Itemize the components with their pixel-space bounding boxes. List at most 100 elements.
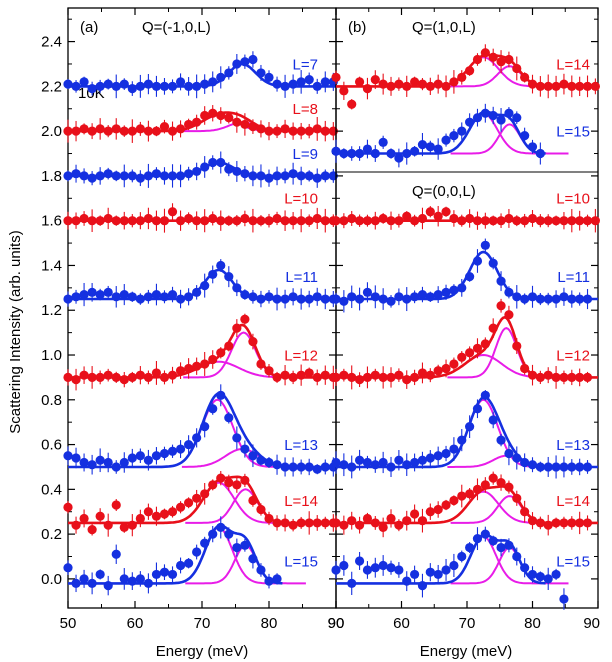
panel-title: Q=(1,0,L) <box>412 19 476 36</box>
data-point <box>224 478 234 488</box>
curve-label: L=9 <box>293 146 318 163</box>
data-point <box>331 565 341 575</box>
data-point <box>449 444 459 454</box>
data-point <box>167 207 178 217</box>
data-point <box>79 77 89 87</box>
curve-label: L=12 <box>284 347 318 364</box>
fit-line <box>68 391 336 469</box>
data-point <box>417 455 428 465</box>
panel-a: 50 60 70 80 90 0.0 0.2 0.4 0.6 0.8 1.0 1.2 1.4 1.6 1.8… <box>41 7 345 632</box>
data-point <box>331 457 341 468</box>
y-tick-label: 2.4 <box>41 34 62 51</box>
data-point <box>127 453 137 463</box>
curve-label: L=8 <box>293 101 318 118</box>
data-point <box>331 72 341 83</box>
data-point <box>472 343 483 353</box>
data-point <box>167 446 178 456</box>
x-tick-label: 90 <box>328 615 345 632</box>
data-point <box>362 565 373 575</box>
data-point <box>449 359 459 369</box>
data-point <box>151 289 162 300</box>
data-point <box>449 560 459 571</box>
data-point <box>535 572 545 582</box>
data-point <box>95 289 105 300</box>
component-peak-2 <box>450 495 569 524</box>
curve-L-11: L=11 <box>331 238 598 313</box>
curve-L-14: L=14 <box>63 470 338 537</box>
fit-line <box>68 161 336 178</box>
component-peak-1 <box>158 481 279 524</box>
curve-L-15: L=15 <box>63 516 318 596</box>
data-point <box>216 260 226 271</box>
panels-group: 50 60 70 80 90 0.0 0.2 0.4 0.6 0.8 1.0 1.2 1.4 1.6 1.8… <box>41 7 600 632</box>
data-point <box>248 54 258 65</box>
data-point <box>167 569 178 580</box>
data-point <box>559 594 569 604</box>
data-point <box>159 448 170 459</box>
data-point <box>151 451 162 461</box>
data-point <box>551 569 561 580</box>
panel-b: 90 60 70 80 90 (b) Q=(1,0,L) Q=(0,0,L) L=14 L=15 L… <box>328 7 600 632</box>
curve-L-11: L=11 <box>63 259 338 311</box>
fit-line <box>68 62 336 88</box>
curve-label: L=15 <box>556 124 590 141</box>
data-point <box>488 415 498 425</box>
data-point <box>496 478 506 488</box>
data-point <box>425 567 435 577</box>
data-point <box>95 455 105 465</box>
data-point <box>402 211 412 221</box>
data-point <box>135 574 145 584</box>
data-point <box>441 363 451 374</box>
data-point <box>410 509 420 519</box>
data-point <box>296 77 306 87</box>
curve-L-14: L=14 <box>331 44 600 110</box>
data-point <box>119 457 129 468</box>
fit-line <box>68 111 336 133</box>
data-point <box>433 289 443 300</box>
y-tick-label: 2.0 <box>41 123 62 140</box>
data-point <box>79 457 89 468</box>
curve-L-12: L=12 <box>331 298 598 390</box>
data-point <box>441 448 451 459</box>
data-point <box>119 574 129 584</box>
curve-L-13: L=13 <box>331 390 598 479</box>
data-point <box>320 77 330 87</box>
data-point <box>496 57 506 67</box>
fit-line <box>336 485 598 525</box>
data-point <box>304 75 314 85</box>
data-point <box>433 451 443 461</box>
data-point <box>394 565 404 575</box>
x-tick-label: 80 <box>261 615 278 632</box>
curve-L-15: L=15 <box>331 103 590 168</box>
data-point <box>449 131 459 141</box>
x-tick-label: 90 <box>328 615 345 632</box>
data-point <box>184 439 194 450</box>
data-point <box>441 500 451 510</box>
data-point <box>504 448 514 459</box>
panel-title: Q=(-1,0,L) <box>142 19 211 36</box>
data-point <box>240 444 250 454</box>
data-point <box>362 513 373 524</box>
curve-label: L=15 <box>556 553 590 570</box>
data-point <box>496 435 506 445</box>
y-tick-label: 0.8 <box>41 392 62 409</box>
data-point <box>425 142 435 152</box>
curve-L-10: L=10 <box>331 191 600 233</box>
data-point <box>347 99 357 109</box>
data-point <box>151 368 162 378</box>
data-point <box>543 574 553 584</box>
data-point <box>386 513 396 524</box>
data-point <box>425 453 435 463</box>
data-point <box>512 113 522 123</box>
panel-title-2: Q=(0,0,L) <box>412 183 476 200</box>
data-point <box>386 563 396 573</box>
curve-label: L=10 <box>284 191 318 208</box>
curve-L-8: L=8 <box>63 101 338 143</box>
curve-label: L=14 <box>556 56 590 73</box>
data-point <box>441 565 451 575</box>
data-point <box>143 507 153 517</box>
data-point <box>184 558 194 568</box>
data-point <box>433 504 443 515</box>
curve-L-12: L=12 <box>63 313 338 391</box>
